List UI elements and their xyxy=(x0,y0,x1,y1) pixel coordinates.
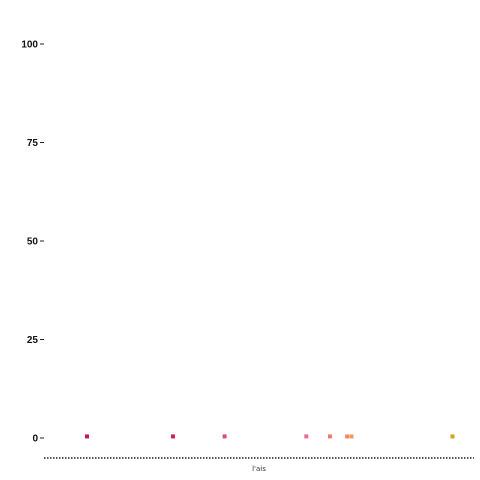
data-point xyxy=(304,434,309,439)
y-tick-label: 100 xyxy=(21,40,38,51)
data-point xyxy=(222,434,227,439)
data-point xyxy=(345,434,350,439)
x-axis-title: l'ais xyxy=(252,465,266,473)
y-tick-label: 75 xyxy=(27,138,39,149)
data-point xyxy=(349,434,354,439)
data-point xyxy=(327,434,332,439)
data-point xyxy=(450,434,455,439)
data-point xyxy=(171,434,175,439)
y-tick-label: 25 xyxy=(27,335,39,346)
data-points xyxy=(85,434,455,439)
y-axis: 0 25 50 75 100 xyxy=(21,40,44,445)
y-tick-label: 50 xyxy=(27,237,39,248)
data-point xyxy=(85,434,89,439)
y-tick-label: 0 xyxy=(32,434,38,445)
